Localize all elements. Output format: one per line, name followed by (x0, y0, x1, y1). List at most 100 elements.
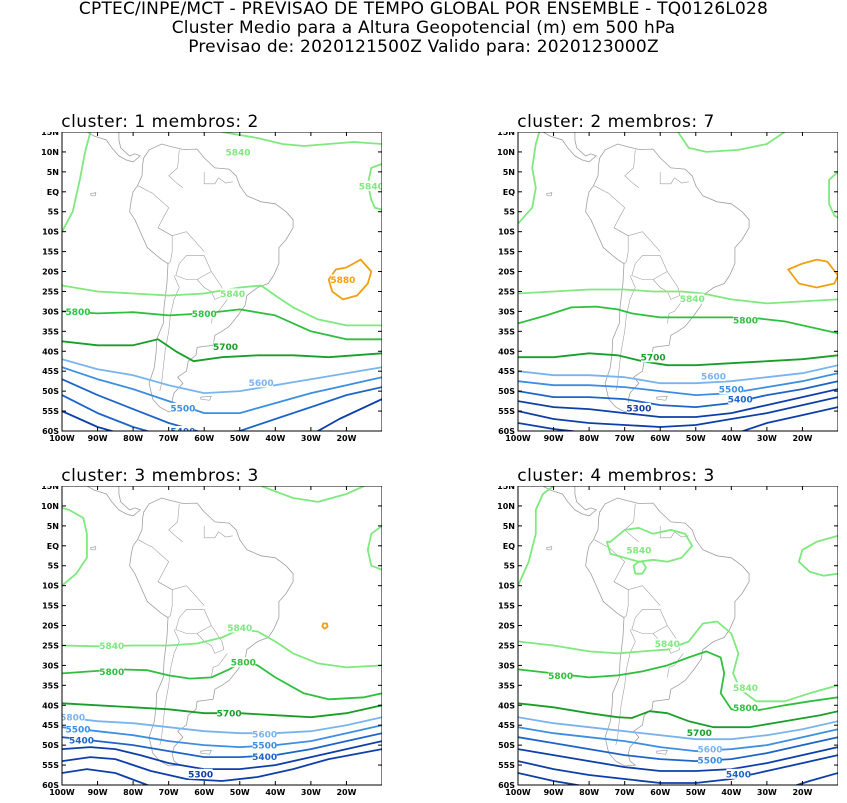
lon-label: 50W (230, 788, 250, 797)
contour-label-bg (99, 640, 124, 651)
contour-line-5300 (518, 772, 583, 785)
contour-line-5400 (62, 732, 382, 758)
lon-label: 20W (792, 788, 812, 797)
country-border (667, 653, 684, 678)
contour-label: 5840 (225, 148, 250, 158)
contour-label: 5700 (217, 709, 242, 719)
contour-line-5400 (518, 736, 838, 762)
contour-label: 5700 (213, 343, 238, 353)
lat-label: 10S (42, 582, 59, 591)
contour-label-bg (231, 657, 256, 668)
country-border (659, 171, 689, 185)
lat-label: 60S (498, 781, 515, 790)
map-border (517, 486, 838, 786)
contour-line-5300 (62, 748, 382, 782)
contour-line-5300 (518, 746, 838, 772)
lat-label: 15N (497, 132, 515, 137)
contour-label: 5800 (60, 714, 85, 724)
contour-line-5840 (518, 620, 838, 703)
map-content: 5840584058005800570056005800550054005500… (60, 486, 382, 785)
lat-label: 10N (41, 502, 59, 511)
contour-line-5600 (518, 364, 838, 385)
country-border (615, 275, 636, 392)
lat-label: 5S (504, 562, 516, 571)
contour-line-5840 (62, 507, 88, 587)
contour-label: 5500 (170, 404, 195, 414)
contour-line-5800 (518, 650, 838, 713)
lat-label: 25S (42, 641, 59, 650)
contour-label-bg (192, 308, 217, 319)
contour-label-bg (687, 727, 712, 738)
panel-title: cluster: 1 membros: 2 (61, 112, 259, 132)
lon-label: 20W (336, 434, 356, 443)
contour-label: 5300 (188, 770, 213, 780)
contour-line-5700 (518, 702, 838, 729)
contour-label: 5840 (220, 290, 245, 300)
map-border (61, 132, 382, 432)
contour-line-5400 (62, 378, 382, 431)
lon-label: 50W (686, 788, 706, 797)
lat-label: 25S (42, 287, 59, 296)
lat-label: EQ (503, 188, 515, 197)
panel-title: cluster: 2 membros: 7 (517, 112, 715, 132)
lon-label: 100W (505, 788, 531, 797)
lat-label: 20S (498, 622, 515, 631)
lat-label: 20S (42, 268, 59, 277)
island-coastline (200, 395, 212, 401)
contour-label: 5600 (252, 730, 277, 740)
contour-label: 5800 (231, 659, 256, 669)
contour-label: 5700 (687, 729, 712, 739)
country-border (138, 185, 152, 193)
contour-line-5600 (62, 358, 382, 394)
contour-line-5300 (518, 422, 580, 431)
lon-label: 100W (49, 788, 75, 797)
south-america-coastline (129, 497, 294, 767)
contour-label-bg (66, 306, 90, 317)
contour-label-bg (220, 288, 245, 299)
lat-label: 30S (498, 661, 515, 670)
lat-label: 20S (42, 622, 59, 631)
lat-label: 10N (497, 502, 515, 511)
contour-label: 5600 (697, 746, 722, 756)
lat-label: 20S (498, 268, 515, 277)
contour-line-5840 (677, 132, 786, 153)
contour-line-5840 (366, 525, 382, 571)
lat-label: 10S (498, 228, 515, 237)
contour-label: 5800 (733, 704, 758, 714)
header-line-1: CPTEC/INPE/MCT - PREVISAO DE TEMPO GLOBA… (78, 0, 769, 19)
figure-header: CPTEC/INPE/MCT - PREVISAO DE TEMPO GLOBA… (0, 0, 847, 57)
country-border (631, 609, 668, 634)
country-border (138, 539, 152, 547)
lat-label: 40S (42, 701, 59, 710)
lat-label: 30S (498, 307, 515, 316)
contour-label-bg (252, 751, 277, 762)
island-coastline (89, 192, 97, 197)
contour-line-5840 (798, 534, 838, 577)
lat-label: 5N (47, 522, 59, 531)
contour-label-bg (641, 352, 666, 363)
contour-line-5840 (221, 132, 382, 147)
country-border (613, 227, 661, 252)
contour-label-bg (626, 544, 651, 555)
lat-label: 10N (497, 148, 515, 157)
contour-label-bg (728, 394, 753, 405)
contour-line-5300 (518, 396, 838, 428)
lon-label: 80W (579, 788, 599, 797)
country-border (168, 149, 184, 189)
contour-label: 5840 (680, 295, 705, 305)
contour-label-bg (99, 666, 124, 677)
contour-label-bg (330, 274, 355, 285)
lat-label: 15N (41, 486, 59, 491)
contour-label-bg (698, 754, 722, 765)
contour-label: 5500 (65, 726, 90, 736)
country-border (203, 171, 233, 185)
lat-label: 5N (503, 168, 515, 177)
contour-line-5800 (62, 660, 382, 701)
country-border (157, 581, 205, 606)
lat-label: 45S (498, 721, 515, 730)
contour-label: 5800 (65, 308, 90, 318)
lat-label: 55S (498, 761, 515, 770)
